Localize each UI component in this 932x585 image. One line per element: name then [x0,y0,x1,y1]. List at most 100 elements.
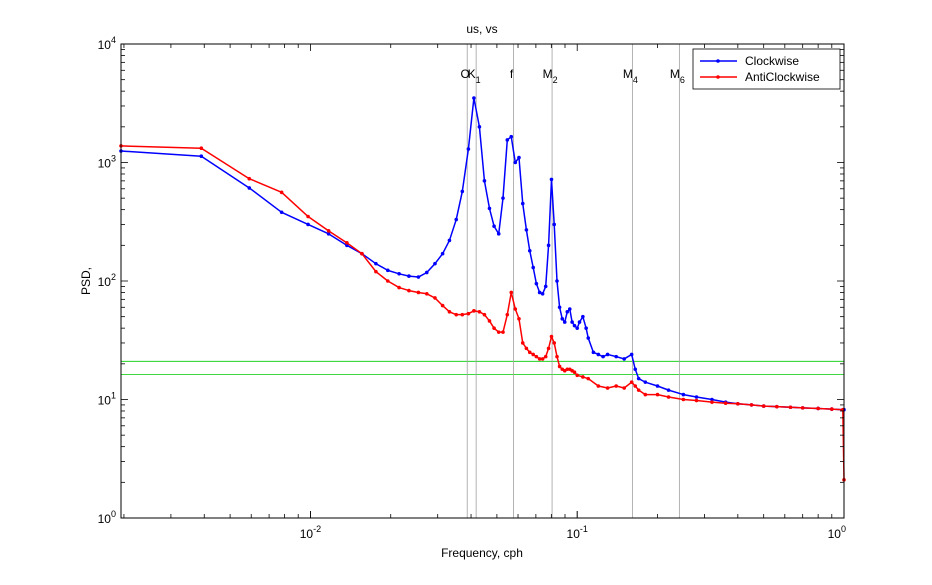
point-anticlockwise-9 [385,279,390,283]
marker-label-2: f [510,67,514,81]
point-clockwise-59 [614,354,618,359]
point-anticlockwise-63 [681,397,686,402]
legend: Clockwise AntiClockwise [692,48,841,90]
point-clockwise-27 [505,138,510,142]
point-clockwise-25 [496,232,501,236]
point-anticlockwise-5 [326,229,331,233]
point-anticlockwise-10 [397,285,401,290]
point-anticlockwise-52 [586,376,591,381]
point-anticlockwise-21 [477,309,482,314]
y-tick-label-3: 103 [98,154,116,171]
point-anticlockwise-16 [447,309,452,314]
legend-label-clockwise: Clockwise [745,54,799,68]
point-anticlockwise-72 [800,406,805,410]
point-clockwise-65 [655,384,660,388]
y-axis-ticks: 100 101 102 103 104 [98,35,844,526]
point-clockwise-39 [546,243,551,248]
point-anticlockwise-43 [557,364,562,369]
y-tick-label-1: 101 [98,391,116,408]
point-clockwise-62 [633,367,638,372]
point-anticlockwise-31 [520,341,525,345]
plot-area [121,44,844,518]
point-anticlockwise-54 [605,386,610,390]
point-anticlockwise-58 [633,384,638,388]
point-anticlockwise-62 [666,395,671,399]
point-anticlockwise-15 [440,303,445,308]
point-clockwise-10 [397,272,401,276]
point-anticlockwise-8 [374,269,378,274]
point-clockwise-53 [584,326,588,330]
point-clockwise-69 [710,397,714,402]
point-clockwise-55 [591,350,596,355]
point-clockwise-38 [543,284,548,289]
point-anticlockwise-64 [694,398,699,403]
point-clockwise-29 [513,160,518,165]
point-clockwise-66 [666,388,671,392]
threshold-lines [121,360,844,375]
point-clockwise-50 [575,326,580,330]
legend-box [692,48,841,90]
point-anticlockwise-39 [546,346,551,351]
tidal-frequency-markers: OK1 f M2 M4 M6 [461,44,685,518]
x-tick-label-2: 100 [828,524,846,541]
point-anticlockwise-26 [501,330,505,334]
point-clockwise-52 [581,314,585,319]
point-clockwise-49 [572,323,577,328]
point-anticlockwise-42 [555,354,559,359]
point-clockwise-19 [466,147,471,151]
point-clockwise-47 [567,307,572,311]
point-clockwise-16 [447,238,452,243]
x-tick-label-1: 10-1 [567,524,588,541]
point-anticlockwise-56 [622,386,626,390]
point-anticlockwise-27 [505,312,510,317]
point-anticlockwise-51 [581,375,585,379]
point-anticlockwise-11 [407,288,411,293]
point-anticlockwise-53 [596,384,601,388]
point-clockwise-67 [681,392,686,397]
point-clockwise-48 [570,320,574,324]
point-clockwise-9 [385,268,390,273]
point-anticlockwise-69 [761,404,766,408]
point-anticlockwise-41 [552,341,557,345]
point-clockwise-32 [524,228,529,232]
point-clockwise-8 [374,261,378,266]
point-clockwise-6 [345,243,349,248]
point-anticlockwise-59 [636,388,641,392]
legend-marker-anticlockwise [716,75,720,79]
x-axis-label: Frequency, cph [441,546,523,560]
point-clockwise-22 [482,179,487,183]
point-anticlockwise-67 [736,401,740,406]
point-anticlockwise-71 [788,405,793,410]
point-anticlockwise-22 [482,312,487,317]
point-clockwise-46 [565,309,570,314]
x-axis-ticks: 10-2 10-1 100 [123,44,846,541]
point-clockwise-34 [531,265,536,270]
point-anticlockwise-12 [416,290,421,295]
point-anticlockwise-33 [527,350,532,355]
point-anticlockwise-73 [816,406,820,411]
point-anticlockwise-38 [543,354,548,359]
marker-label-5: M6 [670,67,685,85]
point-anticlockwise-35 [534,354,539,359]
point-clockwise-2 [247,186,252,190]
marker-label-4: M4 [623,67,638,85]
point-clockwise-44 [560,316,565,321]
series-layer [119,96,846,482]
point-clockwise-18 [460,189,465,194]
point-anticlockwise-57 [629,380,634,384]
chart-title: us, vs [466,22,497,36]
point-clockwise-63 [636,376,641,381]
point-clockwise-28 [509,134,514,139]
point-clockwise-20 [472,96,476,100]
point-anticlockwise-20 [472,309,476,313]
y-axis-label: PSD, [79,267,93,295]
marker-label-3: M2 [543,67,558,85]
point-anticlockwise-29 [513,307,518,311]
point-clockwise-17 [454,217,459,222]
point-clockwise-43 [557,305,562,310]
point-anticlockwise-1 [199,146,204,151]
point-clockwise-11 [407,274,411,278]
point-clockwise-5 [326,232,331,236]
marker-label-0: O [461,67,470,81]
point-anticlockwise-32 [524,346,529,351]
